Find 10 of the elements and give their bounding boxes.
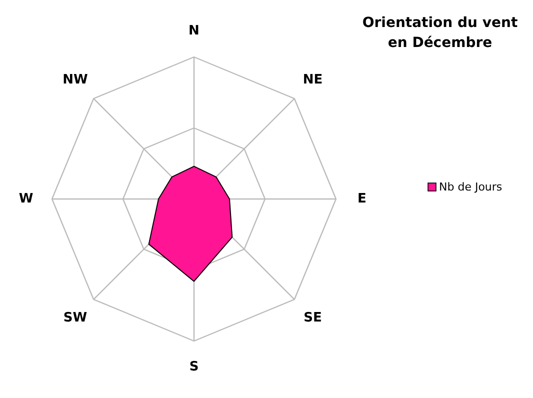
spoke-label: W xyxy=(18,192,34,206)
spoke-label: E xyxy=(358,192,366,206)
spoke-label: N xyxy=(188,24,200,38)
spoke-label: SE xyxy=(304,310,322,326)
spoke-label: NE xyxy=(302,72,323,88)
spoke-label: SW xyxy=(63,310,88,326)
legend-label: Nb de Jours xyxy=(439,180,502,194)
spoke-label: NW xyxy=(62,72,88,88)
chart-title: Orientation du vent en Décembre xyxy=(362,15,518,51)
spoke-label: S xyxy=(189,360,199,374)
